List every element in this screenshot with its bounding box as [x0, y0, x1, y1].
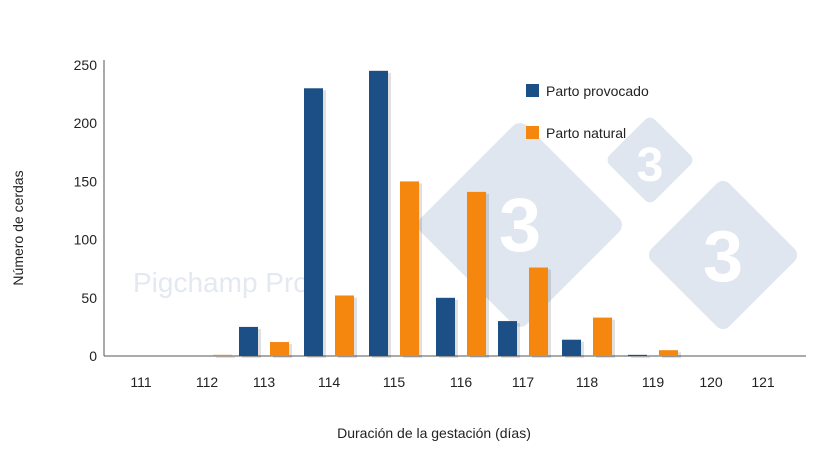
watermark-diamond-right — [648, 180, 798, 330]
watermark: 3 3 3 Pigchamp Pro — [133, 117, 798, 330]
legend-label-1: Parto provocado — [546, 83, 649, 99]
x-tick-label-112: 112 — [196, 374, 219, 390]
bar-parto-natural-113 — [270, 342, 289, 356]
watermark-text: Pigchamp Pro — [133, 267, 309, 298]
bar-parto-natural-115 — [400, 181, 419, 356]
bar-parto-provocado-119 — [628, 354, 647, 356]
bar-shadow — [631, 356, 650, 358]
bar-parto-natural-117 — [529, 267, 548, 356]
legend-label-2: Parto natural — [546, 125, 626, 141]
y-tick-label-250: 250 — [74, 57, 98, 73]
x-tick-label-121: 121 — [751, 374, 775, 390]
y-tick-label-150: 150 — [74, 173, 98, 189]
legend-swatch-2 — [526, 126, 539, 139]
bar-parto-natural-118 — [593, 317, 612, 356]
y-axis-title: Número de cerdas — [10, 170, 26, 285]
watermark-logo-digit-top: 3 — [637, 139, 664, 192]
bar-shadow — [216, 356, 235, 358]
bars — [213, 70, 681, 358]
x-tick-label-115: 115 — [383, 374, 406, 390]
bar-parto-natural-112 — [213, 354, 232, 356]
labels: 0 50 100 150 200 250 111 112 113 114 115 116 117 118 1… — [10, 57, 775, 441]
watermark-diamond-top — [607, 117, 693, 203]
bar-parto-provocado-113 — [239, 326, 258, 356]
x-tick-label-111: 111 — [130, 374, 151, 390]
x-tick-label-116: 116 — [450, 374, 473, 390]
y-tick-label-0: 0 — [89, 348, 97, 364]
bar-parto-natural-116 — [467, 191, 486, 356]
bar-parto-provocado-114 — [304, 88, 323, 356]
bar-parto-provocado-115 — [369, 70, 388, 356]
x-tick-label-119: 119 — [642, 374, 665, 390]
x-tick-label-117: 117 — [512, 374, 535, 390]
watermark-logo-digit-right: 3 — [703, 217, 743, 297]
x-tick-label-120: 120 — [699, 374, 723, 390]
legend-swatch-1 — [526, 84, 539, 97]
bar-parto-provocado-117 — [498, 321, 517, 356]
x-axis-title: Duración de la gestación (días) — [337, 425, 531, 441]
bar-parto-natural-114 — [335, 295, 354, 356]
y-tick-label-100: 100 — [74, 232, 98, 248]
y-tick-label-200: 200 — [74, 115, 98, 131]
bar-parto-natural-119 — [659, 350, 678, 356]
x-tick-label-118: 118 — [576, 374, 599, 390]
x-tick-label-113: 113 — [253, 374, 276, 390]
y-tick-label-50: 50 — [81, 290, 97, 306]
bar-parto-provocado-118 — [562, 339, 581, 356]
legend: Parto provocado Parto natural — [526, 83, 649, 141]
bar-parto-provocado-116 — [436, 297, 455, 356]
watermark-logo-digit-left: 3 — [499, 183, 541, 268]
x-tick-label-114: 114 — [318, 374, 341, 390]
